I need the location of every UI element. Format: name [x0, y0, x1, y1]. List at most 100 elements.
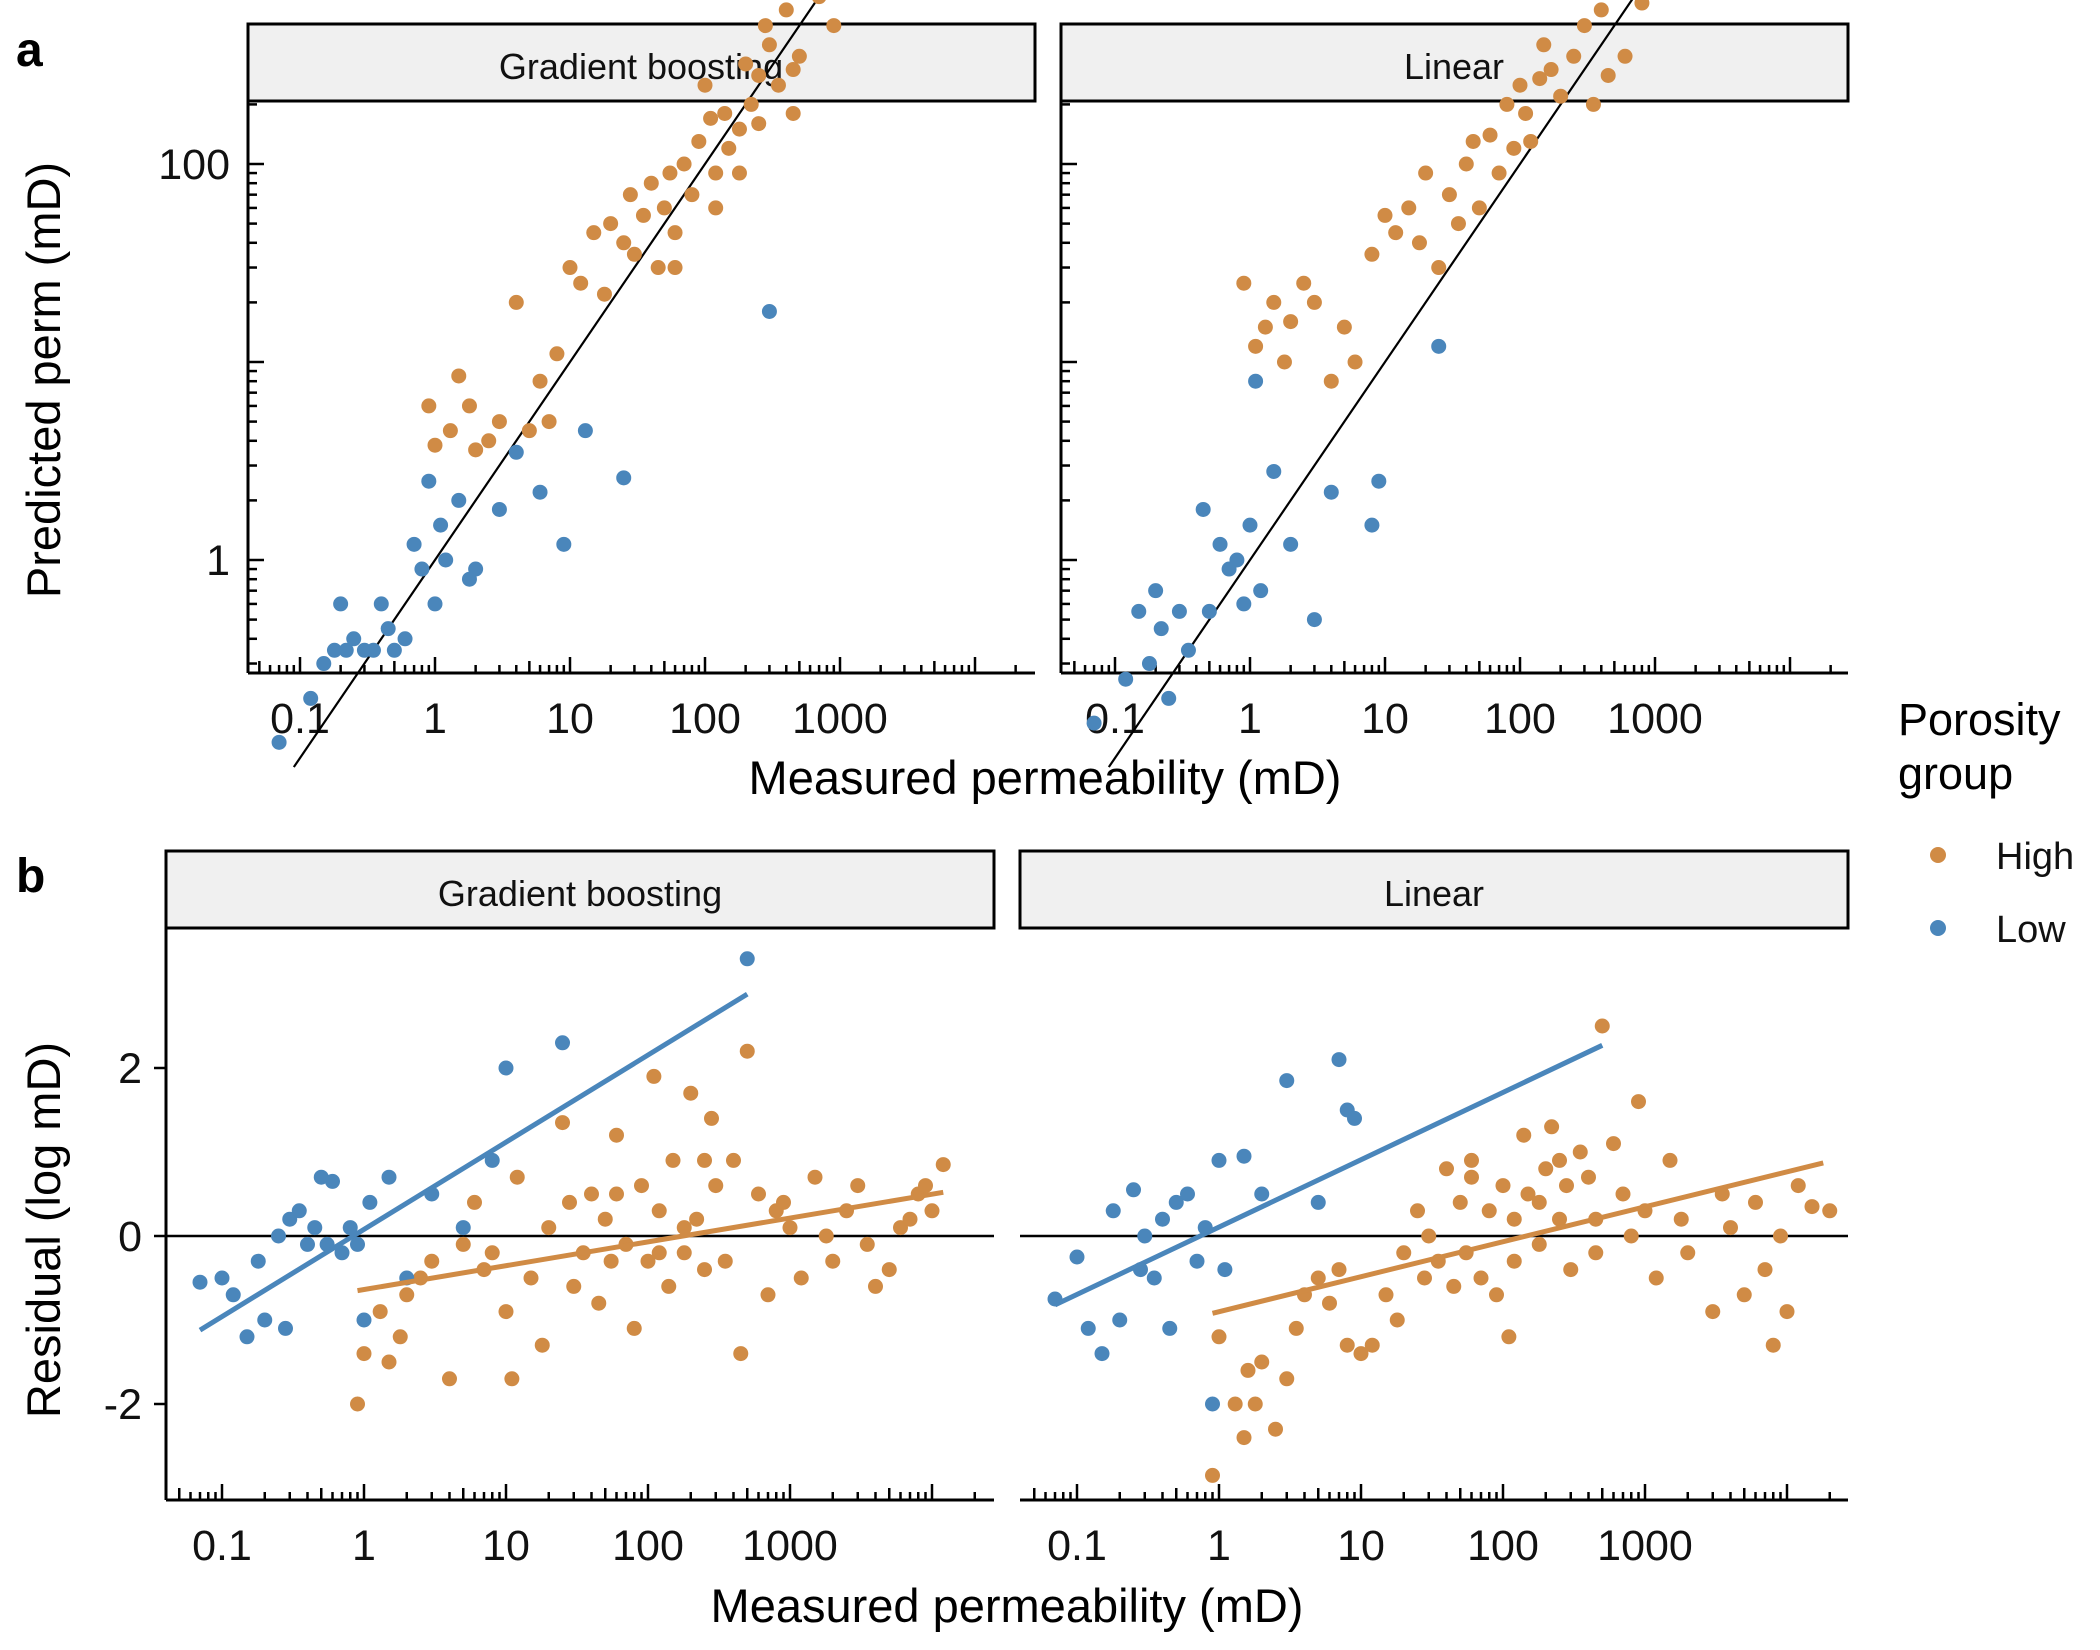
point-low-a-linear — [1431, 338, 1447, 354]
point-high-a-linear — [1576, 18, 1592, 34]
point-low-a-gradient-boosting — [421, 473, 437, 489]
point-high-b-linear — [1779, 1304, 1795, 1320]
x-tick-label-b-linear: 1 — [1207, 1522, 1231, 1570]
point-high-b-linear — [1410, 1203, 1426, 1219]
point-high-b-linear — [1495, 1178, 1511, 1194]
strip-label-a-linear: Linear — [1404, 46, 1504, 87]
point-high-a-gradient-boosting — [731, 165, 747, 181]
point-low-a-linear — [1212, 536, 1228, 552]
point-high-a-linear — [1276, 354, 1292, 370]
point-low-a-gradient-boosting — [346, 631, 362, 647]
point-high-b-gradient-boosting — [708, 1178, 724, 1194]
point-high-b-gradient-boosting — [555, 1115, 571, 1131]
point-high-b-linear — [1463, 1169, 1479, 1185]
point-high-a-gradient-boosting — [626, 246, 642, 262]
point-low-a-gradient-boosting — [451, 492, 467, 508]
point-high-b-linear — [1310, 1270, 1326, 1286]
point-low-a-gradient-boosting — [532, 484, 548, 500]
point-low-a-gradient-boosting — [338, 642, 354, 658]
point-high-a-gradient-boosting — [508, 294, 524, 310]
point-low-a-gradient-boosting — [365, 642, 381, 658]
y-tick-label-b: 0 — [118, 1213, 142, 1261]
x-tick-label-a-gradient-boosting: 10 — [546, 695, 594, 743]
point-high-b-gradient-boosting — [935, 1157, 951, 1173]
point-low-b-gradient-boosting — [277, 1320, 293, 1336]
point-high-a-gradient-boosting — [751, 116, 767, 132]
point-high-a-linear — [1347, 354, 1363, 370]
point-high-b-gradient-boosting — [689, 1211, 705, 1227]
point-high-b-gradient-boosting — [793, 1270, 809, 1286]
point-high-b-gradient-boosting — [392, 1329, 408, 1345]
point-high-b-gradient-boosting — [509, 1169, 525, 1185]
point-low-b-gradient-boosting — [192, 1274, 208, 1290]
point-low-b-linear — [1189, 1253, 1205, 1269]
point-high-a-gradient-boosting — [650, 260, 666, 276]
point-high-b-gradient-boosting — [441, 1371, 457, 1387]
x-tick-label-b-gradient-boosting: 1 — [352, 1522, 376, 1570]
trend-line-high-b-linear — [1211, 1160, 1824, 1316]
point-high-a-linear — [1482, 127, 1498, 143]
point-high-b-linear — [1631, 1094, 1647, 1110]
point-low-a-linear — [1131, 603, 1147, 619]
x-tick-label-a-gradient-boosting: 1000 — [792, 695, 888, 743]
point-high-b-gradient-boosting — [372, 1304, 388, 1320]
point-high-b-linear — [1389, 1312, 1405, 1328]
point-low-a-linear — [1161, 690, 1177, 706]
x-tick-label-a-gradient-boosting: 100 — [669, 695, 741, 743]
point-low-a-linear — [1242, 517, 1258, 533]
point-low-a-linear — [1323, 484, 1339, 500]
panel-letter-b: b — [16, 850, 45, 903]
point-high-a-linear — [1532, 71, 1548, 87]
point-high-a-gradient-boosting — [616, 235, 632, 251]
y-tick-label-a: 1 — [206, 537, 230, 585]
point-high-a-gradient-boosting — [521, 423, 537, 439]
point-high-a-gradient-boosting — [635, 207, 651, 223]
point-low-a-linear — [1201, 603, 1217, 619]
point-high-b-linear — [1757, 1262, 1773, 1278]
point-high-a-linear — [1512, 77, 1528, 93]
point-low-a-gradient-boosting — [326, 642, 342, 658]
point-low-b-linear — [1254, 1186, 1270, 1202]
point-high-a-gradient-boosting — [721, 140, 737, 156]
point-low-b-linear — [1347, 1110, 1363, 1126]
legend-title-line2: group — [1898, 748, 2013, 799]
point-low-a-gradient-boosting — [468, 561, 484, 577]
point-low-b-gradient-boosting — [334, 1245, 350, 1261]
point-high-b-gradient-boosting — [697, 1152, 713, 1168]
point-low-a-linear — [1236, 596, 1252, 612]
x-tick-label-a-gradient-boosting: 1 — [423, 695, 447, 743]
strip-label-b-gradient-boosting: Gradient boosting — [438, 873, 722, 914]
strip-label-a-gradient-boosting: Gradient boosting — [499, 46, 783, 87]
point-high-a-gradient-boosting — [717, 105, 733, 121]
point-high-b-gradient-boosting — [683, 1085, 699, 1101]
point-low-b-gradient-boosting — [484, 1152, 500, 1168]
plot-area: 0.111010010000.111010010001100100000.111… — [104, 0, 1848, 1570]
point-high-a-gradient-boosting — [738, 56, 754, 72]
point-high-a-linear — [1499, 96, 1515, 112]
point-low-a-gradient-boosting — [380, 621, 396, 637]
point-high-b-linear — [1489, 1287, 1505, 1303]
point-high-b-linear — [1765, 1337, 1781, 1353]
point-high-b-gradient-boosting — [733, 1346, 749, 1362]
reference-line-a-gradient-boosting — [292, 0, 819, 768]
point-high-a-linear — [1617, 48, 1633, 64]
x-tick-label-b-linear: 100 — [1467, 1522, 1539, 1570]
point-high-b-gradient-boosting — [541, 1220, 557, 1236]
point-high-a-linear — [1593, 2, 1609, 18]
point-high-b-linear — [1227, 1396, 1243, 1412]
point-low-b-gradient-boosting — [381, 1169, 397, 1185]
x-tick-label-a-linear: 1 — [1238, 695, 1262, 743]
point-high-b-linear — [1588, 1245, 1604, 1261]
point-low-b-gradient-boosting — [350, 1236, 366, 1252]
y-tick-label-a: 100 — [158, 141, 230, 189]
point-high-b-gradient-boosting — [608, 1186, 624, 1202]
point-high-a-linear — [1518, 105, 1534, 121]
point-high-a-gradient-boosting — [491, 414, 507, 430]
legend-title-line1: Porosity — [1898, 694, 2061, 745]
point-low-b-gradient-boosting — [299, 1236, 315, 1252]
point-high-a-linear — [1585, 96, 1601, 112]
point-high-b-linear — [1364, 1337, 1380, 1353]
point-low-a-gradient-boosting — [577, 423, 593, 439]
point-low-a-gradient-boosting — [406, 536, 422, 552]
point-high-b-gradient-boosting — [703, 1110, 719, 1126]
